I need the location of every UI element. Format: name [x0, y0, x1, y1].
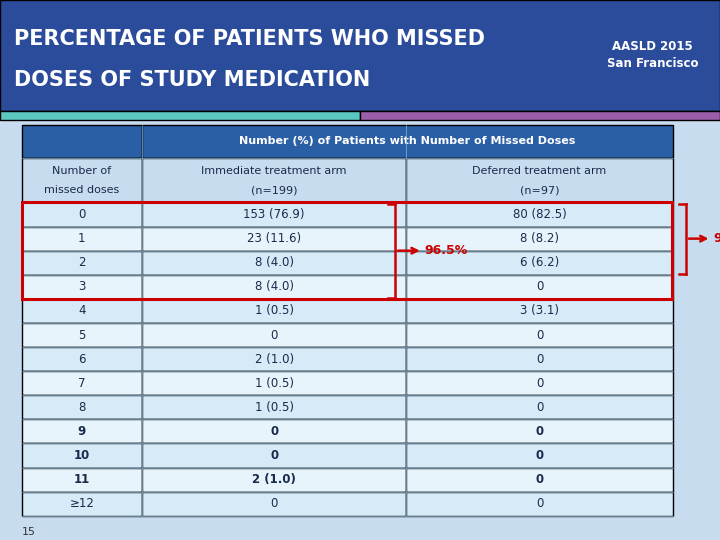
Text: Number of: Number of: [53, 166, 112, 176]
FancyBboxPatch shape: [0, 0, 720, 111]
FancyBboxPatch shape: [22, 371, 142, 395]
Text: 80 (82.5): 80 (82.5): [513, 208, 567, 221]
FancyBboxPatch shape: [22, 443, 142, 468]
Text: 7: 7: [78, 377, 86, 390]
FancyBboxPatch shape: [406, 491, 673, 516]
FancyBboxPatch shape: [22, 227, 142, 251]
Text: Deferred treatment arm: Deferred treatment arm: [472, 166, 607, 176]
Text: 0: 0: [270, 449, 278, 462]
Text: PERCENTAGE OF PATIENTS WHO MISSED: PERCENTAGE OF PATIENTS WHO MISSED: [14, 29, 485, 49]
FancyBboxPatch shape: [22, 158, 142, 202]
Text: 8 (8.2): 8 (8.2): [520, 232, 559, 245]
FancyBboxPatch shape: [406, 202, 673, 227]
FancyBboxPatch shape: [142, 395, 406, 420]
FancyBboxPatch shape: [406, 275, 673, 299]
FancyBboxPatch shape: [406, 347, 673, 371]
Text: 8 (4.0): 8 (4.0): [255, 256, 294, 269]
FancyBboxPatch shape: [142, 491, 406, 516]
FancyBboxPatch shape: [142, 251, 406, 275]
Text: 8: 8: [78, 401, 86, 414]
Text: 5: 5: [78, 328, 86, 341]
FancyBboxPatch shape: [406, 395, 673, 420]
Text: 4: 4: [78, 305, 86, 318]
Text: 0: 0: [536, 497, 544, 510]
FancyBboxPatch shape: [142, 158, 406, 202]
FancyBboxPatch shape: [22, 491, 142, 516]
FancyBboxPatch shape: [142, 420, 406, 443]
FancyBboxPatch shape: [22, 420, 142, 443]
Text: 15: 15: [22, 527, 35, 537]
Text: 96.5%: 96.5%: [425, 244, 468, 257]
FancyBboxPatch shape: [142, 227, 406, 251]
Text: 0: 0: [536, 401, 544, 414]
Text: 0: 0: [536, 449, 544, 462]
Text: 0: 0: [271, 328, 278, 341]
FancyBboxPatch shape: [406, 323, 673, 347]
Text: 0: 0: [536, 473, 544, 486]
Text: 0: 0: [270, 425, 278, 438]
FancyBboxPatch shape: [142, 347, 406, 371]
Text: ≥12: ≥12: [69, 497, 94, 510]
FancyBboxPatch shape: [142, 371, 406, 395]
Text: 0: 0: [536, 353, 544, 366]
FancyBboxPatch shape: [142, 468, 406, 491]
FancyBboxPatch shape: [142, 299, 406, 323]
Text: 1 (0.5): 1 (0.5): [255, 401, 294, 414]
FancyBboxPatch shape: [406, 468, 673, 491]
Text: 6 (6.2): 6 (6.2): [520, 256, 559, 269]
Text: 6: 6: [78, 353, 86, 366]
FancyBboxPatch shape: [142, 125, 673, 158]
FancyBboxPatch shape: [406, 158, 673, 202]
Text: 23 (11.6): 23 (11.6): [247, 232, 301, 245]
Text: 0: 0: [536, 280, 544, 293]
Text: missed doses: missed doses: [44, 185, 120, 195]
FancyBboxPatch shape: [22, 323, 142, 347]
FancyBboxPatch shape: [142, 443, 406, 468]
Text: 0: 0: [536, 328, 544, 341]
Text: DOSES OF STUDY MEDICATION: DOSES OF STUDY MEDICATION: [14, 70, 371, 90]
FancyBboxPatch shape: [142, 202, 406, 227]
FancyBboxPatch shape: [22, 275, 142, 299]
Text: 2: 2: [78, 256, 86, 269]
Text: 0: 0: [536, 425, 544, 438]
FancyBboxPatch shape: [406, 299, 673, 323]
FancyBboxPatch shape: [0, 111, 360, 120]
Text: 8 (4.0): 8 (4.0): [255, 280, 294, 293]
FancyBboxPatch shape: [22, 299, 142, 323]
Text: 1 (0.5): 1 (0.5): [255, 377, 294, 390]
Text: 3 (3.1): 3 (3.1): [520, 305, 559, 318]
FancyBboxPatch shape: [22, 125, 142, 158]
Text: Number (%) of Patients with Number of Missed Doses: Number (%) of Patients with Number of Mi…: [240, 137, 576, 146]
Text: (n=97): (n=97): [520, 185, 559, 195]
Text: 96.9%: 96.9%: [714, 232, 720, 245]
Text: 0: 0: [78, 208, 86, 221]
Text: 0: 0: [271, 497, 278, 510]
FancyBboxPatch shape: [22, 395, 142, 420]
Text: 0: 0: [536, 377, 544, 390]
Text: 11: 11: [73, 473, 90, 486]
FancyBboxPatch shape: [22, 347, 142, 371]
FancyBboxPatch shape: [22, 251, 142, 275]
Text: Immediate treatment arm: Immediate treatment arm: [202, 166, 347, 176]
FancyBboxPatch shape: [406, 251, 673, 275]
Text: 9: 9: [78, 425, 86, 438]
Text: 1: 1: [78, 232, 86, 245]
Text: AASLD 2015
San Francisco: AASLD 2015 San Francisco: [607, 40, 698, 70]
FancyBboxPatch shape: [406, 443, 673, 468]
FancyBboxPatch shape: [406, 227, 673, 251]
FancyBboxPatch shape: [360, 111, 720, 120]
Text: 153 (76.9): 153 (76.9): [243, 208, 305, 221]
Text: 2 (1.0): 2 (1.0): [255, 353, 294, 366]
FancyBboxPatch shape: [142, 323, 406, 347]
Text: (n=199): (n=199): [251, 185, 297, 195]
FancyBboxPatch shape: [142, 275, 406, 299]
Text: 1 (0.5): 1 (0.5): [255, 305, 294, 318]
FancyBboxPatch shape: [406, 420, 673, 443]
FancyBboxPatch shape: [22, 202, 142, 227]
FancyBboxPatch shape: [406, 371, 673, 395]
Text: 2 (1.0): 2 (1.0): [252, 473, 296, 486]
Text: 3: 3: [78, 280, 86, 293]
FancyBboxPatch shape: [22, 468, 142, 491]
Text: 10: 10: [73, 449, 90, 462]
